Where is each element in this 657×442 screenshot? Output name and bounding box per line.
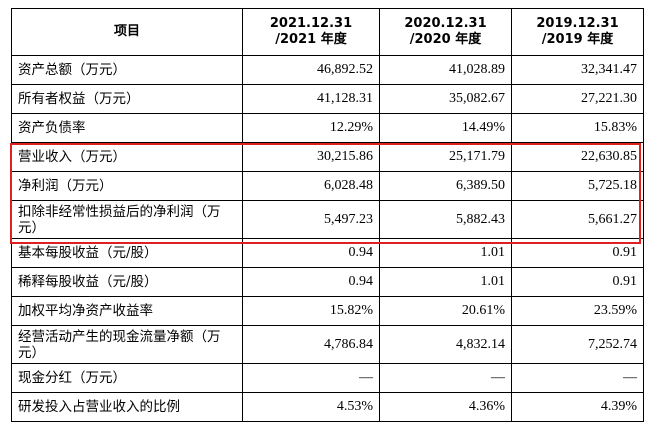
header-item: 项目: [11, 8, 243, 56]
cell-2020: 35,082.67: [379, 84, 512, 114]
cell-2020: 20.61%: [379, 296, 512, 326]
row-label: 资产总额（万元）: [11, 55, 243, 85]
cell-2021: 4.53%: [242, 392, 380, 422]
row-label: 稀释每股收益（元/股）: [11, 267, 243, 297]
row-label: 研发投入占营业收入的比例: [11, 392, 243, 422]
cell-2020: 25,171.79: [379, 142, 512, 172]
cell-2019: 4.39%: [511, 392, 644, 422]
cell-2019: 5,661.27: [511, 200, 644, 239]
row-label: 营业收入（万元）: [11, 142, 243, 172]
cell-2019: 0.91: [511, 267, 644, 297]
cell-2020: 14.49%: [379, 113, 512, 143]
cell-2019: 15.83%: [511, 113, 644, 143]
cell-2020: 4,832.14: [379, 325, 512, 364]
cell-2021: 12.29%: [242, 113, 380, 143]
table-row: 现金分红（万元） — — —: [11, 363, 644, 393]
header-2019: 2019.12.31 /2019 年度: [511, 8, 644, 56]
table-row: 研发投入占营业收入的比例 4.53% 4.36% 4.39%: [11, 392, 644, 422]
cell-2019: 23.59%: [511, 296, 644, 326]
cell-2019: 27,221.30: [511, 84, 644, 114]
cell-2020: 1.01: [379, 238, 512, 268]
cell-2021: 30,215.86: [242, 142, 380, 172]
table-row: 扣除非经常性损益后的净利润（万元） 5,497.23 5,882.43 5,66…: [11, 200, 644, 239]
cell-2021: 6,028.48: [242, 171, 380, 201]
cell-2020: 41,028.89: [379, 55, 512, 85]
cell-2021: 0.94: [242, 238, 380, 268]
row-label: 扣除非经常性损益后的净利润（万元）: [11, 200, 243, 239]
table-row: 资产负债率 12.29% 14.49% 15.83%: [11, 113, 644, 143]
row-label: 经营活动产生的现金流量净额（万元）: [11, 325, 243, 364]
row-label: 净利润（万元）: [11, 171, 243, 201]
cell-2021: 46,892.52: [242, 55, 380, 85]
table-row: 基本每股收益（元/股） 0.94 1.01 0.91: [11, 238, 644, 268]
cell-2021: 4,786.84: [242, 325, 380, 364]
row-label: 资产负债率: [11, 113, 243, 143]
cell-2019: 0.91: [511, 238, 644, 268]
cell-2021: 0.94: [242, 267, 380, 297]
header-2020-text: 2020.12.31 /2020 年度: [404, 16, 487, 47]
header-2021: 2021.12.31 /2021 年度: [242, 8, 380, 56]
cell-2019: 32,341.47: [511, 55, 644, 85]
cell-2020: 1.01: [379, 267, 512, 297]
cell-2020: 6,389.50: [379, 171, 512, 201]
financial-table: 项目 2021.12.31 /2021 年度 2020.12.31 /2020 …: [11, 8, 644, 422]
header-2021-text: 2021.12.31 /2021 年度: [269, 16, 353, 47]
table-row: 所有者权益（万元） 41,128.31 35,082.67 27,221.30: [11, 84, 644, 114]
table-row: 资产总额（万元） 46,892.52 41,028.89 32,341.47: [11, 55, 644, 85]
cell-2019: 5,725.18: [511, 171, 644, 201]
header-2019-text: 2019.12.31 /2019 年度: [536, 16, 619, 47]
table-header-row: 项目 2021.12.31 /2021 年度 2020.12.31 /2020 …: [11, 8, 644, 56]
row-label: 所有者权益（万元）: [11, 84, 243, 114]
cell-2020: 4.36%: [379, 392, 512, 422]
cell-2019: 7,252.74: [511, 325, 644, 364]
row-label: 加权平均净资产收益率: [11, 296, 243, 326]
row-label: 基本每股收益（元/股）: [11, 238, 243, 268]
cell-2021: 41,128.31: [242, 84, 380, 114]
cell-2021: —: [242, 363, 380, 393]
table-row: 加权平均净资产收益率 15.82% 20.61% 23.59%: [11, 296, 644, 326]
table-row: 经营活动产生的现金流量净额（万元） 4,786.84 4,832.14 7,25…: [11, 325, 644, 364]
row-label: 现金分红（万元）: [11, 363, 243, 393]
table-row: 净利润（万元） 6,028.48 6,389.50 5,725.18: [11, 171, 644, 201]
cell-2020: —: [379, 363, 512, 393]
cell-2020: 5,882.43: [379, 200, 512, 239]
cell-2019: 22,630.85: [511, 142, 644, 172]
table-row: 稀释每股收益（元/股） 0.94 1.01 0.91: [11, 267, 644, 297]
table-row: 营业收入（万元） 30,215.86 25,171.79 22,630.85: [11, 142, 644, 172]
cell-2021: 5,497.23: [242, 200, 380, 239]
cell-2021: 15.82%: [242, 296, 380, 326]
header-2020: 2020.12.31 /2020 年度: [379, 8, 512, 56]
cell-2019: —: [511, 363, 644, 393]
